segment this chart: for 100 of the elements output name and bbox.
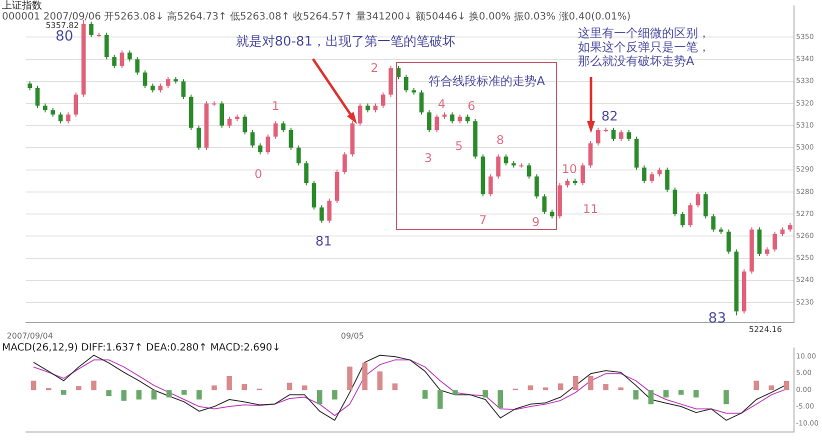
bar <box>784 381 790 390</box>
bar <box>302 385 308 390</box>
candlestick <box>680 211 685 228</box>
annotation: 这里有一个细微的区别，如果这个反弹只是一笔，那么就没有破坏走势A <box>578 26 710 68</box>
bar <box>768 385 774 390</box>
annotation: 4 <box>438 97 446 112</box>
candlestick <box>434 114 440 133</box>
annotation: 6 <box>468 99 476 114</box>
bar <box>151 390 157 400</box>
text: 000001 2007/09/06 开5263.08↓ 高5264.73↑ 低5263.08↑ 收5264.57↑ 量341200↓ 额50446↓ 换0.00% 振0.03% 涨0.40(0.01%) <box>2 10 631 23</box>
annotation: 0 <box>254 167 262 182</box>
chart-title: 上证指数 <box>2 0 42 12</box>
candlestick <box>281 120 286 133</box>
bar <box>212 385 217 390</box>
annotation: 11 <box>582 202 598 216</box>
candlestick <box>726 229 731 254</box>
bar <box>603 384 608 390</box>
bar <box>663 390 669 398</box>
candlestick <box>35 85 40 108</box>
candlestick <box>135 56 140 76</box>
candlestick <box>220 100 224 128</box>
candlestick <box>404 74 408 93</box>
candlestick <box>380 92 386 108</box>
candlestick <box>619 130 624 142</box>
candlestick <box>534 174 539 200</box>
candlestick <box>596 127 600 146</box>
bar <box>181 390 187 395</box>
annotation: 符合线段标准的走势A <box>428 74 546 88</box>
bar <box>242 384 247 390</box>
bar <box>226 376 232 390</box>
candlestick <box>696 191 700 208</box>
candlestick <box>504 154 508 166</box>
bar <box>724 390 729 404</box>
annotation: 81 <box>315 234 332 250</box>
candlestick <box>588 140 593 168</box>
candlestick <box>304 160 308 186</box>
bar <box>633 390 639 400</box>
candlestick <box>66 112 70 124</box>
candlestick <box>704 191 708 219</box>
bar <box>437 390 443 409</box>
bar <box>452 390 458 395</box>
bar <box>30 380 36 390</box>
candlestick <box>542 194 547 215</box>
candlestick <box>419 90 424 116</box>
candlestick <box>227 116 232 128</box>
bar <box>573 376 578 390</box>
bar <box>392 383 398 390</box>
candlestick <box>104 32 109 60</box>
candlestick <box>665 167 670 192</box>
bar <box>136 390 142 400</box>
candlestick <box>266 134 270 155</box>
bar <box>196 390 202 400</box>
bar <box>166 390 172 398</box>
bar <box>693 390 699 398</box>
candlestick <box>288 127 294 150</box>
candlestick <box>58 112 63 124</box>
candlestick <box>273 120 278 140</box>
candlestick <box>642 164 646 184</box>
annotation: 2 <box>370 61 378 76</box>
candlestick <box>688 202 692 228</box>
candlestick <box>427 110 432 133</box>
bar <box>286 382 292 390</box>
candlestick <box>580 162 585 186</box>
bar <box>106 390 112 396</box>
candlestick <box>258 142 262 155</box>
annotation: 83 <box>708 310 726 327</box>
bar <box>317 390 322 404</box>
candlestick <box>250 130 255 148</box>
annotation: 5 <box>455 139 463 154</box>
candlestick <box>120 50 124 69</box>
bar <box>362 362 368 390</box>
candlestick <box>626 130 632 142</box>
bar <box>482 390 488 398</box>
candlestick <box>128 50 132 62</box>
bar <box>754 380 759 390</box>
candlestick <box>112 54 116 69</box>
bar <box>648 390 654 404</box>
bar <box>678 390 684 395</box>
candlestick <box>181 78 186 100</box>
annotation: 9 <box>532 215 540 230</box>
candlestick <box>142 70 148 89</box>
bar <box>498 390 503 408</box>
candlestick <box>526 162 532 180</box>
candlestick <box>711 214 716 232</box>
candlestick <box>611 127 616 142</box>
annotation: 10 <box>562 162 577 176</box>
candlestick <box>166 76 170 89</box>
candlestick <box>196 125 201 150</box>
bar <box>422 390 428 399</box>
candlestick <box>296 145 301 166</box>
bar <box>558 383 564 390</box>
bar <box>76 386 82 390</box>
annotation: 80 <box>55 28 74 45</box>
bar <box>121 390 127 401</box>
annotation: 7 <box>479 213 487 228</box>
candlestick <box>242 114 248 135</box>
bar <box>91 380 96 390</box>
bar <box>347 366 352 390</box>
bar <box>61 390 66 395</box>
candlestick <box>772 231 777 252</box>
